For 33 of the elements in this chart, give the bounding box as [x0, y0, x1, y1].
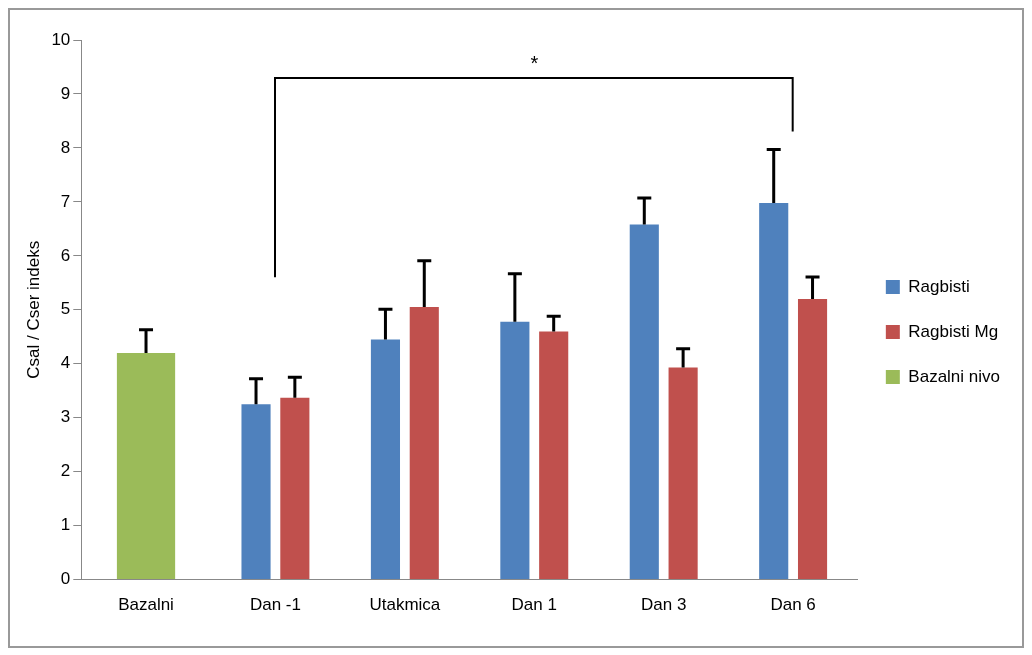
y-tick-label: 3: [60, 407, 71, 427]
y-tick-label: 6: [60, 245, 71, 265]
y-tick-label: 0: [60, 569, 71, 589]
y-tick-label: 4: [60, 353, 71, 373]
bar: [241, 404, 271, 580]
legend-label: Ragbisti: [908, 276, 970, 296]
bar: [116, 352, 176, 580]
bar: [629, 224, 659, 580]
y-tick-label: 2: [60, 461, 71, 481]
x-tick-label: Bazalni: [118, 595, 174, 615]
bar: [500, 321, 530, 580]
x-tick-label: Dan 1: [511, 595, 557, 615]
bar: [797, 299, 828, 580]
bar: [539, 331, 569, 580]
y-tick-label: 1: [60, 515, 71, 535]
bar: [280, 397, 310, 580]
x-tick-label: Dan 3: [641, 595, 687, 615]
bar: [370, 339, 401, 580]
legend-label: Ragbisti Mg: [908, 321, 999, 341]
x-tick-label: Dan -1: [249, 595, 301, 615]
annotation: *: [529, 52, 540, 75]
x-tick-label: Dan 6: [770, 595, 816, 615]
y-tick-label: 5: [60, 299, 71, 319]
bar: [409, 307, 439, 580]
y-tick-label: 9: [60, 83, 71, 103]
x-tick-label: Utakmica: [369, 595, 441, 615]
legend-label: Bazalni nivo: [908, 366, 1001, 386]
y-tick-label: 8: [60, 137, 71, 157]
y-tick-label: 10: [51, 29, 71, 49]
bar: [668, 367, 698, 580]
y-axis-title: Csal / Cser indeks: [23, 240, 43, 379]
bar: [759, 202, 789, 580]
y-tick-label: 7: [60, 191, 71, 211]
